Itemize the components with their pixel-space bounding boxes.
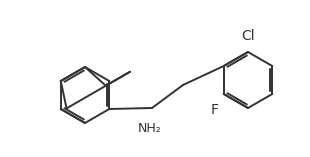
Text: Cl: Cl	[241, 29, 255, 43]
Text: F: F	[211, 103, 219, 117]
Text: NH₂: NH₂	[138, 122, 162, 135]
